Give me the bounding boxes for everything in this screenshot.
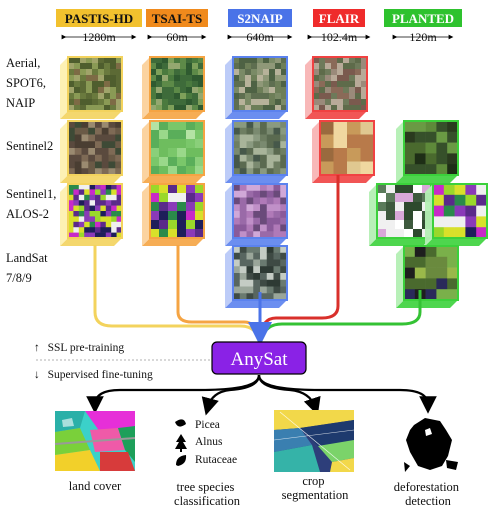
header-flair-bg	[313, 9, 365, 27]
header-pastis-hd-size: 1280m	[82, 30, 116, 44]
caption-crop-segmentation: crop segmentation	[282, 474, 349, 502]
header-s2naip-size: 640m	[246, 30, 274, 44]
broadleaf-icon	[176, 455, 187, 466]
arrow-to-crop-segmentation	[257, 374, 321, 416]
anysat-model-box: AnySat	[211, 341, 307, 375]
task-captions: land cover tree species classification c…	[69, 474, 462, 508]
modality-sentinel1-alos: Sentinel1, ALOS-2	[6, 187, 59, 221]
conifer-icon	[175, 434, 187, 449]
tile-flair-sentinel2	[312, 120, 375, 183]
crop-segmentation-map	[273, 410, 355, 472]
tile-s2naip-landsat	[225, 245, 288, 308]
tile-flair-aerial	[305, 56, 368, 119]
land-cover-map	[54, 411, 136, 471]
task-illustrations: Picea Alnus Rutaceae	[54, 410, 458, 472]
header-s2naip: S2NAIP 640m	[227, 9, 293, 44]
image-tiles	[60, 56, 488, 308]
connectors	[93, 175, 422, 346]
caption-tree-species: tree species classification	[174, 480, 241, 508]
modality-landsat: LandSat 7/8/9	[6, 251, 51, 285]
header-planted-label: PLANTED	[392, 11, 454, 26]
tile-planted-landsat	[396, 245, 459, 308]
supervised-finetuning-label: ↓ Supervised fine-tuning	[34, 369, 153, 381]
species-picea: Picea	[195, 419, 220, 431]
anysat-label: AnySat	[231, 349, 289, 370]
header-flair: FLAIR 102.4m	[307, 9, 371, 44]
tile-s2naip-aerial	[225, 56, 288, 119]
header-tsai-ts: TSAI-TS 60m	[146, 9, 208, 44]
modality-aerial: Aerial, SPOT6, NAIP	[6, 56, 49, 110]
tile-pastis-aerial	[60, 56, 123, 119]
arrow-to-tree-species	[201, 374, 261, 416]
tile-pastis-sentinel2	[60, 120, 123, 183]
species-alnus: Alnus	[195, 436, 223, 448]
header-flair-size: 102.4m	[321, 30, 358, 44]
header-pastis-hd: PASTIS-HD 1280m	[56, 9, 142, 44]
tile-s2naip-sentinel1	[225, 183, 288, 246]
header-planted-size: 120m	[409, 30, 437, 44]
header-pastis-hd-label: PASTIS-HD	[65, 11, 133, 26]
caption-deforestation: deforestation detection	[394, 480, 462, 508]
modality-sentinel2: Sentinel2	[6, 139, 53, 153]
header-s2naip-label: S2NAIP	[237, 11, 283, 26]
header-planted: PLANTED 120m	[384, 9, 462, 44]
modality-labels: Aerial, SPOT6, NAIP Sentinel2 Sentinel1,…	[6, 56, 59, 285]
species-rutaceae: Rutaceae	[195, 454, 237, 466]
arrow-to-deforestation	[257, 374, 437, 414]
tile-tsai-sentinel2	[142, 120, 205, 183]
arrow-to-land-cover	[86, 374, 261, 414]
deforestation-map	[404, 418, 458, 472]
header-pastis-hd-bg	[56, 9, 142, 27]
header-flair-label: FLAIR	[319, 11, 360, 26]
dataset-headers: PASTIS-HD 1280m TSAI-TS 60m S2NAIP 640m …	[56, 9, 462, 44]
tile-planted-sentinel1	[369, 183, 432, 246]
output-arrows	[86, 374, 437, 416]
header-tsai-ts-size: 60m	[166, 30, 188, 44]
tile-s2naip-sentinel2	[225, 120, 288, 183]
caption-land-cover: land cover	[69, 479, 122, 493]
training-stages: ↑ SSL pre-training ↓ Supervised fine-tun…	[34, 342, 210, 381]
tile-tsai-aerial	[142, 56, 205, 119]
tree-species-legend: Picea Alnus Rutaceae	[175, 419, 237, 466]
tile-pastis-sentinel1	[60, 183, 123, 246]
header-s2naip-bg	[228, 9, 292, 27]
header-tsai-ts-label: TSAI-TS	[152, 11, 203, 26]
header-planted-bg	[384, 9, 462, 27]
header-tsai-ts-bg	[146, 9, 208, 27]
tile-planted-alos2	[425, 183, 488, 246]
leaf-icon	[175, 419, 186, 427]
tile-planted-sentinel2	[396, 120, 459, 183]
tile-tsai-sentinel1	[142, 183, 205, 246]
ssl-pretraining-label: ↑ SSL pre-training	[34, 342, 124, 354]
